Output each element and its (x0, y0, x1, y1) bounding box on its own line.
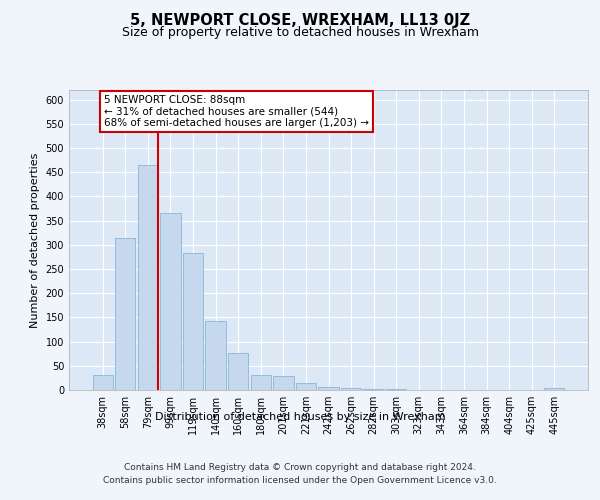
Bar (92, 376, 113, 390)
Text: Contains public sector information licensed under the Open Government Licence v3: Contains public sector information licen… (103, 476, 497, 485)
Bar (386, 389, 406, 390)
Bar (544, 388, 565, 390)
Bar (341, 388, 361, 390)
Text: Distribution of detached houses by size in Wrexham: Distribution of detached houses by size … (155, 412, 445, 422)
Bar (115, 238, 136, 390)
Bar (251, 376, 271, 390)
Bar (183, 253, 203, 390)
Text: Size of property relative to detached houses in Wrexham: Size of property relative to detached ho… (121, 26, 479, 39)
Text: 5, NEWPORT CLOSE, WREXHAM, LL13 0JZ: 5, NEWPORT CLOSE, WREXHAM, LL13 0JZ (130, 12, 470, 28)
Bar (138, 165, 158, 390)
Y-axis label: Number of detached properties: Number of detached properties (30, 152, 40, 328)
Bar (205, 321, 226, 390)
Bar (296, 382, 316, 390)
Text: 5 NEWPORT CLOSE: 88sqm
← 31% of detached houses are smaller (544)
68% of semi-de: 5 NEWPORT CLOSE: 88sqm ← 31% of detached… (104, 95, 369, 128)
Bar (273, 376, 293, 390)
Bar (228, 352, 248, 390)
Text: Contains HM Land Registry data © Crown copyright and database right 2024.: Contains HM Land Registry data © Crown c… (124, 462, 476, 471)
Bar (319, 386, 338, 390)
Bar (160, 214, 181, 390)
Bar (364, 388, 384, 390)
